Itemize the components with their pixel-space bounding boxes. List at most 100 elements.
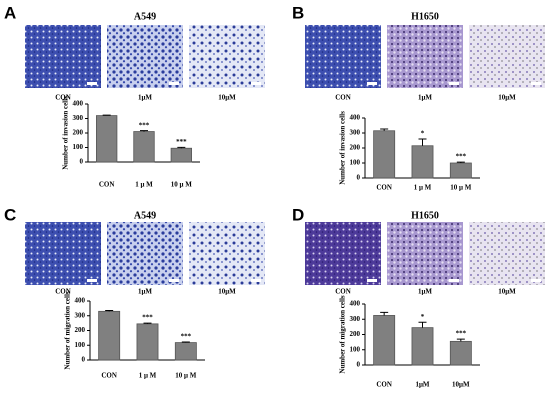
x-tick-label: 1 μ M <box>139 372 157 380</box>
error-bar <box>181 341 190 343</box>
panel-title: H1650 <box>411 11 439 22</box>
scale-bar <box>367 279 377 282</box>
x-tick-label: 1 μ M <box>135 181 153 189</box>
scale-bar <box>251 82 261 85</box>
scale-bar <box>87 82 97 85</box>
image-label: 1μM <box>138 94 152 102</box>
bar <box>449 340 472 366</box>
scale-bar <box>169 279 179 282</box>
x-tick-label: CON <box>99 181 115 189</box>
micrograph <box>189 25 265 88</box>
significance-label: *** <box>176 138 187 146</box>
panel-letter: B <box>292 3 304 22</box>
scale-bar <box>169 82 179 85</box>
image-label: 10μM <box>218 288 236 296</box>
significance-label: * <box>421 313 425 321</box>
image-label: CON <box>335 94 351 102</box>
significance-label: *** <box>456 330 467 338</box>
significance-label: *** <box>181 333 192 341</box>
micrograph <box>305 222 381 285</box>
error-bar <box>456 161 465 163</box>
bar <box>373 315 396 366</box>
micrograph <box>469 222 545 285</box>
y-tick-label: 300 <box>75 311 86 319</box>
bar <box>411 145 434 179</box>
error-bar <box>380 128 389 131</box>
micrograph <box>25 25 101 88</box>
bar <box>98 310 121 361</box>
x-tick-label: CON <box>376 381 392 389</box>
x-tick-label: 10 μ M <box>450 184 471 192</box>
significance-label: *** <box>139 121 150 129</box>
y-axis-label: Number of invasion cells <box>62 96 70 170</box>
scale-bar <box>531 82 541 85</box>
image-label: 10μM <box>498 288 516 296</box>
image-label: CON <box>55 94 71 102</box>
micrograph <box>387 222 463 285</box>
x-tick-label: 10 μ M <box>175 372 196 380</box>
error-bar <box>177 146 186 149</box>
x-tick-label: 1μM <box>415 381 429 389</box>
bar <box>174 342 197 361</box>
y-tick-label: 300 <box>350 315 361 323</box>
bar <box>373 130 396 179</box>
bar <box>136 323 159 361</box>
scale-bar <box>251 279 261 282</box>
scale-bar <box>367 82 377 85</box>
y-tick-label: 200 <box>73 129 84 137</box>
significance-label: * <box>421 130 425 138</box>
significance-label: *** <box>142 314 153 322</box>
y-tick-label: 400 <box>350 300 361 308</box>
y-tick-label: 400 <box>73 100 84 108</box>
significance-label: *** <box>456 153 467 161</box>
image-label: 1μM <box>418 94 432 102</box>
image-label: 10μM <box>498 94 516 102</box>
scale-bar <box>531 279 541 282</box>
y-tick-label: 400 <box>75 297 86 305</box>
panel-title: H1650 <box>411 210 439 221</box>
y-tick-label: 100 <box>350 159 361 167</box>
error-bar <box>418 321 427 328</box>
image-label: CON <box>335 288 351 296</box>
error-bar <box>418 138 427 146</box>
y-tick-label: 100 <box>350 345 361 353</box>
error-bar <box>105 309 114 312</box>
x-tick-label: 1 μ M <box>414 184 432 192</box>
y-tick-label: 300 <box>350 129 361 137</box>
y-tick-label: 400 <box>350 114 361 122</box>
x-tick-label: CON <box>376 184 392 192</box>
panel-letter: D <box>292 205 304 224</box>
scale-bar <box>449 82 459 85</box>
y-tick-label: 0 <box>357 361 361 369</box>
bar <box>170 147 192 163</box>
error-bar <box>140 130 148 132</box>
y-tick-label: 0 <box>82 356 86 364</box>
y-tick-label: 200 <box>350 330 361 338</box>
x-tick-label: CON <box>101 372 117 380</box>
micrograph <box>189 222 265 285</box>
panel-letter: A <box>4 3 16 22</box>
y-tick-label: 200 <box>350 144 361 152</box>
image-label: 10μM <box>218 94 236 102</box>
y-axis-label: Number of migration cells <box>64 291 72 369</box>
y-axis-label: Number of invasion cells <box>339 111 347 185</box>
error-bar <box>143 322 152 324</box>
micrograph <box>107 25 183 88</box>
scale-bar <box>87 279 97 282</box>
y-tick-label: 100 <box>75 341 86 349</box>
y-tick-label: 200 <box>75 326 86 334</box>
y-tick-label: 300 <box>73 114 84 122</box>
y-axis-label: Number of migration cells <box>339 295 347 373</box>
bar <box>133 131 155 163</box>
panel-title: A549 <box>134 210 156 221</box>
micrograph <box>25 222 101 285</box>
micrograph <box>387 25 463 88</box>
y-tick-label: 100 <box>73 143 84 151</box>
micrograph <box>469 25 545 88</box>
image-label: 1μM <box>138 288 152 296</box>
x-tick-label: 10μM <box>452 381 470 389</box>
image-label: CON <box>55 288 71 296</box>
micrograph <box>107 222 183 285</box>
image-label: 1μM <box>418 288 432 296</box>
